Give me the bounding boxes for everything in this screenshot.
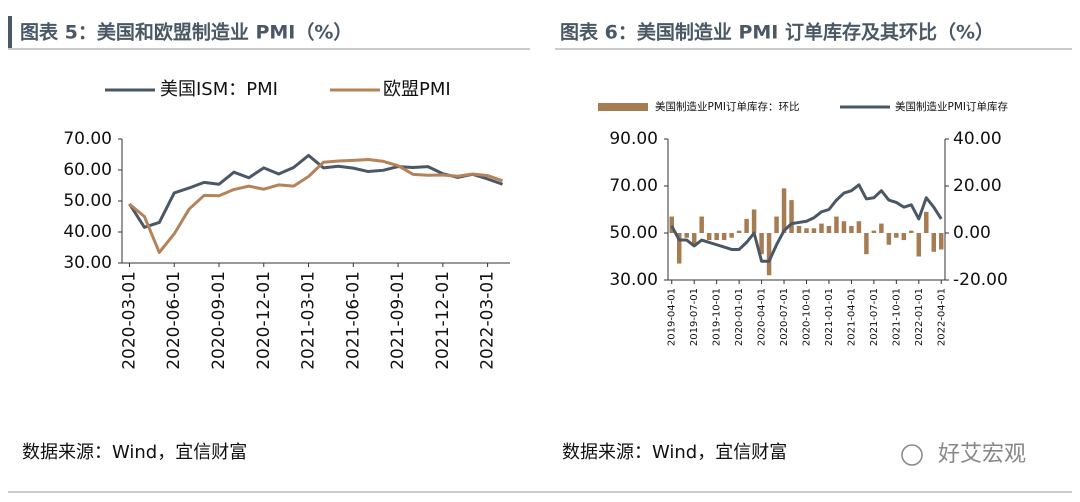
- left-title: 图表 5：美国和欧盟制造业 PMI（%）: [20, 21, 352, 44]
- right-source: 数据来源：Wind，宜信财富: [562, 442, 787, 463]
- legend-label: 美国制造业PMI订单库存: [895, 100, 1008, 113]
- x-tick-label: 2020-03-01: [119, 271, 139, 370]
- bar: [841, 221, 847, 233]
- watermark-icon: [901, 444, 923, 466]
- y-tick-label: 30.00: [609, 270, 658, 290]
- x-tick-label: 2020-07-01: [779, 288, 790, 346]
- x-tick-label: 2021-12-01: [433, 271, 453, 370]
- x-tick-label: 2022-01-01: [914, 288, 925, 346]
- legend-swatch: [598, 103, 648, 111]
- bar: [856, 221, 862, 233]
- y-tick-label: 60.00: [63, 160, 112, 180]
- bar: [804, 228, 809, 233]
- x-tick-label: 2019-10-01: [712, 288, 723, 346]
- y-tick-label: 70.00: [63, 129, 112, 149]
- bar: [781, 188, 787, 233]
- bar: [819, 223, 824, 233]
- bar: [751, 209, 757, 233]
- x-tick-label: 2022-04-01: [936, 288, 947, 346]
- bar: [849, 225, 854, 233]
- bar: [691, 233, 697, 245]
- bar: [894, 233, 899, 238]
- left-source: 数据来源：Wind，宜信财富: [22, 442, 247, 463]
- x-tick-label: 2020-12-01: [254, 271, 274, 370]
- x-tick-label: 2021-04-01: [846, 288, 857, 346]
- bar: [759, 233, 764, 255]
- y-tick-label: 70.00: [609, 176, 658, 196]
- bar: [931, 233, 937, 252]
- bar: [736, 230, 742, 233]
- bar: [669, 216, 674, 233]
- bar: [714, 233, 719, 241]
- bar: [879, 223, 884, 233]
- legend-label: 美国ISM：PMI: [160, 79, 278, 100]
- bar: [826, 225, 832, 233]
- y2-tick-label: 20.00: [953, 176, 1002, 196]
- x-tick-label: 2021-07-01: [869, 288, 880, 346]
- x-tick-label: 2020-06-01: [164, 271, 184, 370]
- x-tick-label: 2022-03-01: [478, 271, 498, 370]
- x-tick-label: 2021-01-01: [824, 288, 835, 346]
- bar: [676, 233, 682, 264]
- line: [128, 157, 504, 254]
- title-marker: [8, 16, 12, 48]
- x-tick-label: 2020-04-01: [757, 288, 768, 346]
- bar: [684, 233, 689, 238]
- bar: [924, 211, 929, 233]
- x-tick-label: 2020-01-01: [734, 288, 745, 346]
- x-tick-label: 2020-09-01: [209, 271, 229, 370]
- legend-label: 美国制造业PMI订单库存：环比: [655, 100, 800, 113]
- y-tick-label: 40.00: [63, 222, 112, 242]
- x-tick-label: 2021-06-01: [343, 271, 363, 370]
- bar: [789, 200, 794, 233]
- legend-label: 欧盟PMI: [383, 79, 451, 100]
- x-tick-label: 2019-04-01: [667, 288, 678, 346]
- x-tick-label: 2020-10-01: [802, 288, 813, 346]
- watermark: 好艾宏观: [938, 442, 1026, 467]
- bar: [886, 233, 892, 245]
- y-tick-label: 50.00: [609, 223, 658, 243]
- bar: [706, 233, 712, 241]
- bar: [939, 233, 944, 250]
- bar: [871, 230, 877, 233]
- x-tick-label: 2019-07-01: [689, 288, 700, 346]
- y-tick-label: 90.00: [609, 129, 658, 149]
- x-tick-label: 2021-09-01: [388, 271, 408, 370]
- y-tick-label: 30.00: [63, 253, 112, 273]
- bar: [916, 233, 922, 257]
- x-tick-label: 2021-03-01: [299, 271, 319, 370]
- line: [128, 153, 504, 229]
- y2-tick-label: 40.00: [953, 129, 1002, 149]
- y2-tick-label: 0.00: [953, 223, 991, 243]
- bar: [729, 233, 734, 238]
- bar: [721, 233, 727, 241]
- bar: [796, 225, 802, 233]
- bar: [909, 230, 914, 233]
- bar: [699, 216, 704, 233]
- bar: [766, 233, 772, 276]
- y2-tick-label: -20.00: [953, 270, 1008, 290]
- bar: [744, 218, 749, 233]
- right-title: 图表 6：美国制造业 PMI 订单库存及其环比（%）: [560, 21, 994, 44]
- bar: [901, 233, 907, 241]
- x-tick-label: 2021-10-01: [891, 288, 902, 346]
- bar: [774, 216, 779, 233]
- line: [670, 183, 943, 263]
- bar: [811, 228, 817, 233]
- bar: [864, 233, 869, 255]
- y-tick-label: 50.00: [63, 191, 112, 211]
- bar: [834, 216, 839, 233]
